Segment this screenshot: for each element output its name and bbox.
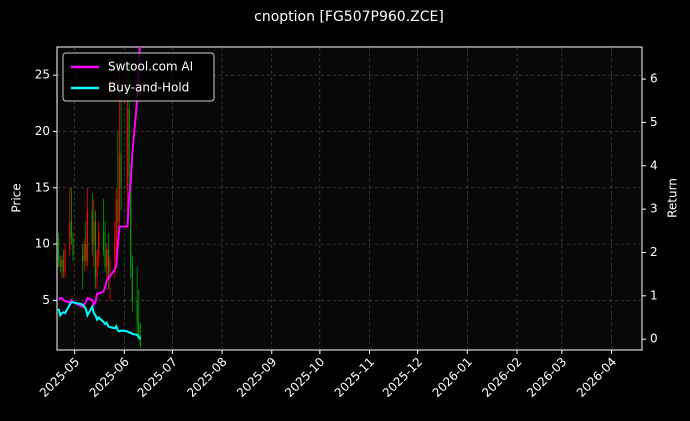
chart-title: cnoption [FG507P960.ZCE] [254, 9, 444, 25]
x-tick-label: 2025-11 [332, 355, 377, 400]
candle-body [114, 244, 116, 262]
y2-tick-label: 5 [650, 115, 658, 129]
x-tick-label: 2026-02 [479, 355, 524, 400]
y-axis-label: Price [10, 183, 24, 212]
candle-body [126, 108, 129, 188]
x-tick-label: 2025-12 [380, 355, 425, 400]
candle-body [98, 232, 100, 256]
x-tick-label: 2026-01 [430, 355, 475, 400]
candle-body [72, 238, 74, 256]
candle-body [70, 221, 73, 239]
candle-body [62, 259, 65, 273]
candle-body [69, 221, 71, 250]
candle-body [96, 255, 98, 278]
y2-tick-label: 6 [650, 72, 658, 86]
candle-body [136, 300, 138, 323]
y-tick-label: 25 [35, 68, 50, 82]
candle-body [107, 249, 109, 278]
y2-tick-label: 1 [650, 288, 658, 302]
y2-tick-label: 3 [650, 202, 658, 216]
x-tick-label: 2025-07 [135, 355, 180, 400]
candle-body [94, 221, 97, 278]
y2-tick-label: 2 [650, 245, 658, 259]
candle-body [64, 249, 66, 273]
candle-body [138, 322, 140, 335]
legend-label: Buy-and-Hold [108, 81, 189, 95]
y-tick-label: 15 [35, 180, 50, 194]
candle-body [59, 261, 61, 267]
legend-label: Swtool.com AI [108, 60, 193, 74]
return-line [57, 301, 142, 340]
candle-body [128, 108, 130, 177]
candle-body [109, 261, 111, 278]
x-tick-label: 2025-08 [184, 355, 229, 400]
x-tick-label: 2025-10 [282, 355, 327, 400]
x-tick-label: 2026-04 [574, 355, 619, 400]
x-tick-label: 2025-09 [234, 355, 279, 400]
y-tick-label: 20 [35, 124, 50, 138]
candle-body [91, 210, 93, 245]
candle-body [86, 210, 89, 262]
candle-body [83, 244, 85, 262]
candle-body [93, 221, 95, 245]
candle-body [139, 334, 141, 346]
x-tick-label: 2026-03 [524, 355, 569, 400]
candle-body [117, 199, 119, 222]
return-line [57, 47, 141, 308]
y-tick-label: 5 [42, 293, 50, 307]
y2-tick-label: 0 [650, 332, 658, 346]
candle-body [106, 249, 108, 267]
y2-axis-label: Return [666, 178, 680, 218]
candle-body [82, 255, 84, 262]
candle-body [120, 154, 122, 188]
candle-body [61, 259, 63, 267]
plot-content [57, 47, 142, 348]
candle-body [118, 154, 121, 222]
candle-body [104, 249, 106, 267]
candle-body [58, 238, 60, 262]
candle-body [131, 266, 133, 301]
y-tick-label: 10 [35, 237, 50, 251]
y2-tick-label: 4 [650, 158, 658, 172]
candle-body [115, 199, 117, 245]
candle-body [102, 232, 105, 250]
x-tick-label: 2025-05 [37, 355, 82, 400]
x-tick-label: 2025-06 [87, 355, 132, 400]
candle-body [130, 176, 132, 267]
legend-box [62, 52, 215, 102]
candle-body [85, 244, 87, 262]
